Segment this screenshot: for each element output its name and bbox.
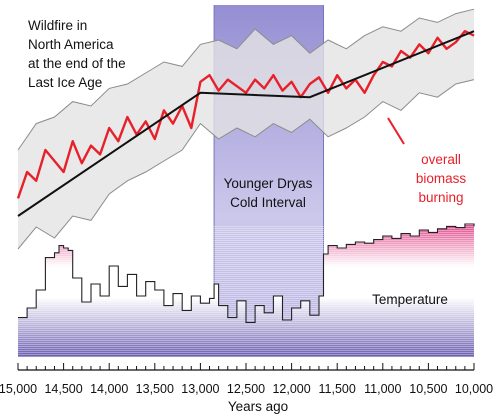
x-tick-label: 12,500 [227, 382, 265, 396]
biomass-label-line-1: overall [421, 152, 461, 167]
chart-text-layer: Wildfire in North America at the end of … [28, 18, 466, 414]
x-tick-label: 12,000 [272, 382, 310, 396]
biomass-burning-line [16, 30, 475, 199]
x-axis-label: Years ago [228, 399, 288, 414]
trend-line [17, 30, 475, 217]
biomass-label-pointer [387, 117, 405, 145]
x-tick-label: 14,000 [90, 382, 128, 396]
biomass-label-line-2: biomass [416, 171, 467, 186]
chart-title-line-2: North America [28, 37, 114, 52]
chart-title-line-4: Last Ice Age [28, 75, 102, 90]
chart-title-line-3: at the end of the [28, 56, 126, 71]
x-tick-label: 11,000 [364, 382, 401, 396]
chart-title-line-1: Wildfire in [28, 18, 87, 33]
younger-dryas-label-line-2: Cold Interval [230, 195, 306, 210]
x-tick-label: 11,500 [319, 382, 356, 396]
temperature-line [18, 223, 475, 323]
younger-dryas-label-line-1: Younger Dryas [224, 176, 313, 191]
x-tick-label: 10,000 [455, 382, 493, 396]
uncertainty-upper-edge [17, 8, 475, 151]
uncertainty-band-layer [17, 8, 475, 250]
x-tick-label: 15,000 [0, 382, 37, 396]
biomass-label-line-3: burning [418, 190, 463, 205]
x-tick-label: 13,000 [181, 382, 219, 396]
temperature-scanlines [18, 225, 474, 360]
temperature-label: Temperature [372, 292, 448, 307]
uncertainty-lower-edge [17, 79, 475, 250]
x-axis: 15,000 14,500 14,000 13,500 13,000 12,500 12,0… [0, 363, 493, 396]
x-tick-label: 13,500 [136, 382, 174, 396]
x-tick-label: 14,500 [44, 382, 82, 396]
x-tick-label: 10,500 [409, 382, 447, 396]
uncertainty-band [18, 9, 474, 250]
series-lines-layer [16, 30, 475, 217]
temperature-layer [18, 223, 475, 360]
